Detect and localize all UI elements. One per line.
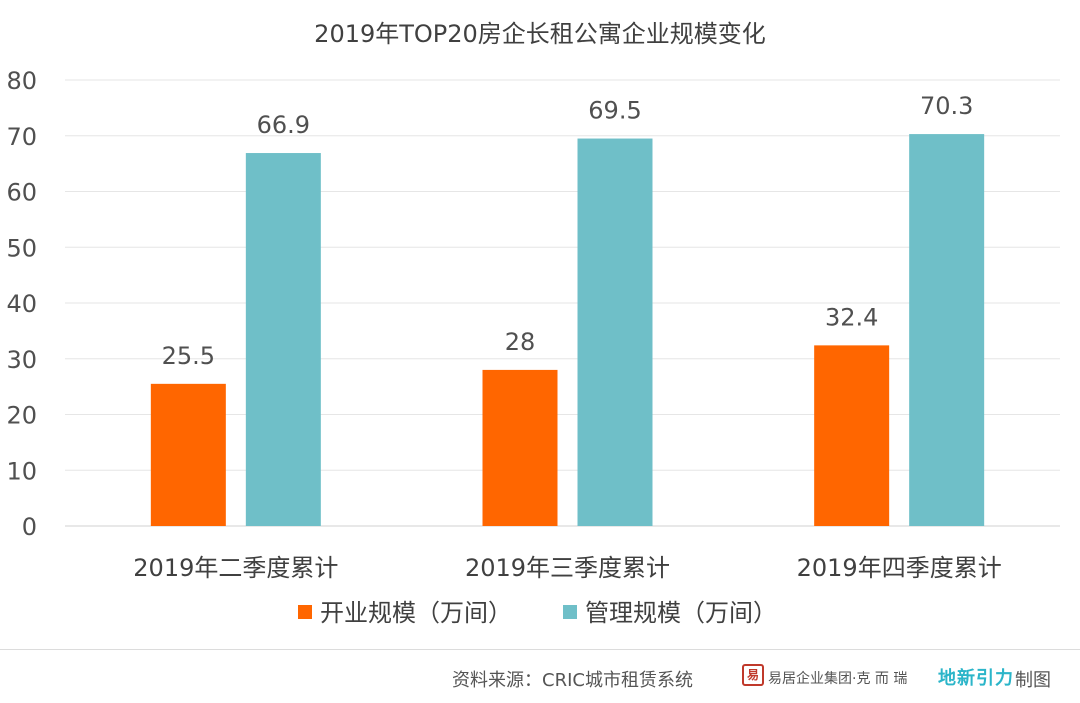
data-labels: 25.5 66.9 28 69.5 32.4 70.3 (162, 92, 974, 370)
y-tick-label: 50 (6, 234, 37, 262)
y-tick-label: 20 (6, 402, 37, 430)
chart: 2019年TOP20房企长租公寓企业规模变化 0 10 20 30 40 50 60 70 80… (6, 20, 1060, 627)
y-tick-label: 60 (6, 179, 37, 207)
grid-lines (65, 79, 1060, 527)
footer (0, 650, 1080, 703)
data-label: 32.4 (825, 303, 878, 331)
y-tick-label: 10 (6, 457, 37, 485)
bar (577, 138, 653, 526)
bars (150, 134, 985, 526)
data-label: 70.3 (920, 92, 973, 120)
source-note: 资料来源：CRIC城市租赁系统 (452, 670, 693, 691)
bar (814, 345, 890, 526)
bar (150, 383, 226, 526)
bar (909, 134, 985, 526)
x-tick-label: 2019年三季度累计 (465, 554, 670, 582)
x-axis-ticks: 2019年二季度累计 2019年三季度累计 2019年四季度累计 (133, 554, 1001, 582)
data-label: 69.5 (588, 97, 641, 125)
data-label: 25.5 (162, 342, 215, 370)
y-tick-label: 30 (6, 346, 37, 374)
data-label: 66.9 (257, 111, 310, 139)
made-by-label: 制图 (1015, 670, 1051, 691)
data-label: 28 (505, 328, 536, 356)
chart-title: 2019年TOP20房企长租公寓企业规模变化 (314, 20, 766, 48)
y-tick-label: 0 (22, 513, 37, 541)
y-axis-ticks: 0 10 20 30 40 50 60 70 80 (6, 67, 37, 541)
footer-divider (0, 649, 1080, 650)
bar (482, 369, 558, 526)
y-tick-label: 80 (6, 67, 37, 95)
x-tick-label: 2019年二季度累计 (133, 554, 338, 582)
legend: 开业规模（万间） 管理规模（万间） (298, 599, 777, 627)
brand-logo: 地新引力 (938, 668, 1014, 689)
y-tick-label: 40 (6, 290, 37, 318)
seal-logo-icon: 易 (742, 664, 764, 686)
org-name: 易居企业集团·克 而 瑞 (768, 671, 908, 687)
bar (245, 153, 321, 526)
x-tick-label: 2019年四季度累计 (797, 554, 1002, 582)
legend-label: 开业规模（万间） (320, 599, 512, 627)
legend-label: 管理规模（万间） (585, 599, 777, 627)
legend-swatch (563, 605, 577, 619)
legend-swatch (298, 605, 312, 619)
y-tick-label: 70 (6, 123, 37, 151)
